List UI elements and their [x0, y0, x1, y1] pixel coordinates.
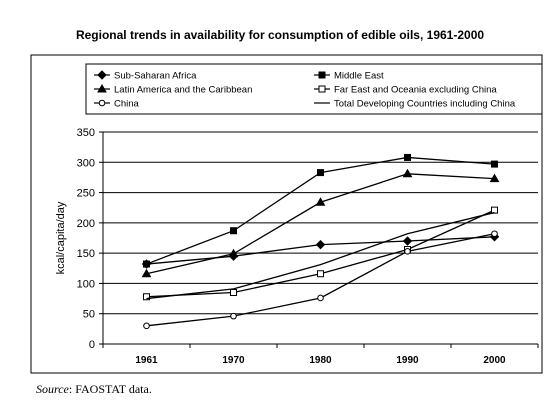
data-point	[404, 153, 411, 161]
y-tick-labels: 0 50 100 150 200 250 300 350	[77, 127, 103, 351]
data-point	[143, 293, 150, 301]
legend-item: Total Developing Countries including Chi…	[314, 99, 516, 110]
y-tick-label: 150	[77, 248, 95, 260]
legend-item: China	[94, 99, 140, 110]
x-tick-label: 1980	[309, 355, 332, 366]
data-point	[402, 168, 413, 178]
source-note: Source: FAOSTAT data.	[36, 382, 152, 397]
y-tick-label: 100	[77, 278, 95, 290]
data-point	[491, 230, 498, 238]
data-point	[230, 227, 237, 235]
data-point	[230, 312, 237, 320]
legend-item: Far East and Oceania excluding China	[314, 85, 497, 96]
data-point	[317, 270, 324, 278]
data-point	[489, 173, 500, 183]
series-2	[143, 153, 498, 268]
legend-label: Far East and Oceania excluding China	[334, 85, 497, 96]
y-tick-label: 250	[77, 188, 95, 200]
y-axis-label: kcal/capita/day	[55, 201, 67, 274]
data-point	[141, 268, 152, 278]
series-lines	[141, 153, 500, 330]
legend-marker	[318, 71, 326, 79]
data-point	[491, 160, 498, 168]
y-tick-label: 350	[77, 127, 95, 139]
data-point	[402, 236, 413, 246]
legend-label: China	[114, 99, 140, 110]
legend-label: Latin America and the Caribbean	[114, 85, 252, 96]
legend-label: Total Developing Countries including Chi…	[334, 99, 516, 110]
legend-item: Middle East	[314, 71, 384, 82]
data-point	[228, 248, 239, 258]
y-tick-label: 300	[77, 157, 95, 169]
source-label: Source	[36, 382, 69, 396]
x-tick-label: 2000	[483, 355, 506, 366]
series-5	[143, 230, 498, 330]
data-point	[230, 289, 237, 297]
data-point	[317, 294, 324, 302]
y-tick-label: 0	[89, 339, 95, 351]
series-3	[141, 168, 500, 278]
x-tick-labels: 1961 1970 1980 1990 2000	[102, 344, 539, 366]
legend-marker	[318, 85, 326, 93]
data-point	[315, 239, 326, 250]
x-tick-label: 1970	[222, 355, 245, 366]
legend: Sub-Saharan Africa Middle East Latin Ameri…	[94, 70, 516, 110]
y-gridlines	[103, 131, 538, 315]
series-line	[146, 211, 495, 300]
data-point	[143, 260, 150, 268]
legend-label: Middle East	[334, 71, 384, 82]
chart-frame	[30, 54, 543, 374]
x-tick-label: 1990	[396, 355, 419, 366]
legend-item: Sub-Saharan Africa	[94, 70, 197, 82]
legend-marker	[97, 70, 107, 80]
legend-label: Sub-Saharan Africa	[114, 71, 197, 82]
data-point	[404, 248, 411, 255]
legend-marker	[98, 99, 106, 107]
data-point	[143, 322, 150, 330]
y-tick-label: 200	[77, 218, 95, 230]
data-point	[491, 206, 498, 214]
source-text: : FAOSTAT data.	[68, 382, 152, 396]
y-tick-label: 50	[83, 309, 95, 321]
chart-title: Regional trends in availability for cons…	[75, 28, 485, 42]
legend-marker	[97, 83, 107, 93]
series-6	[146, 211, 495, 300]
data-point	[315, 197, 326, 206]
x-tick-label: 1961	[135, 355, 158, 366]
data-point	[317, 169, 324, 177]
legend-item: Latin America and the Caribbean	[94, 83, 252, 96]
